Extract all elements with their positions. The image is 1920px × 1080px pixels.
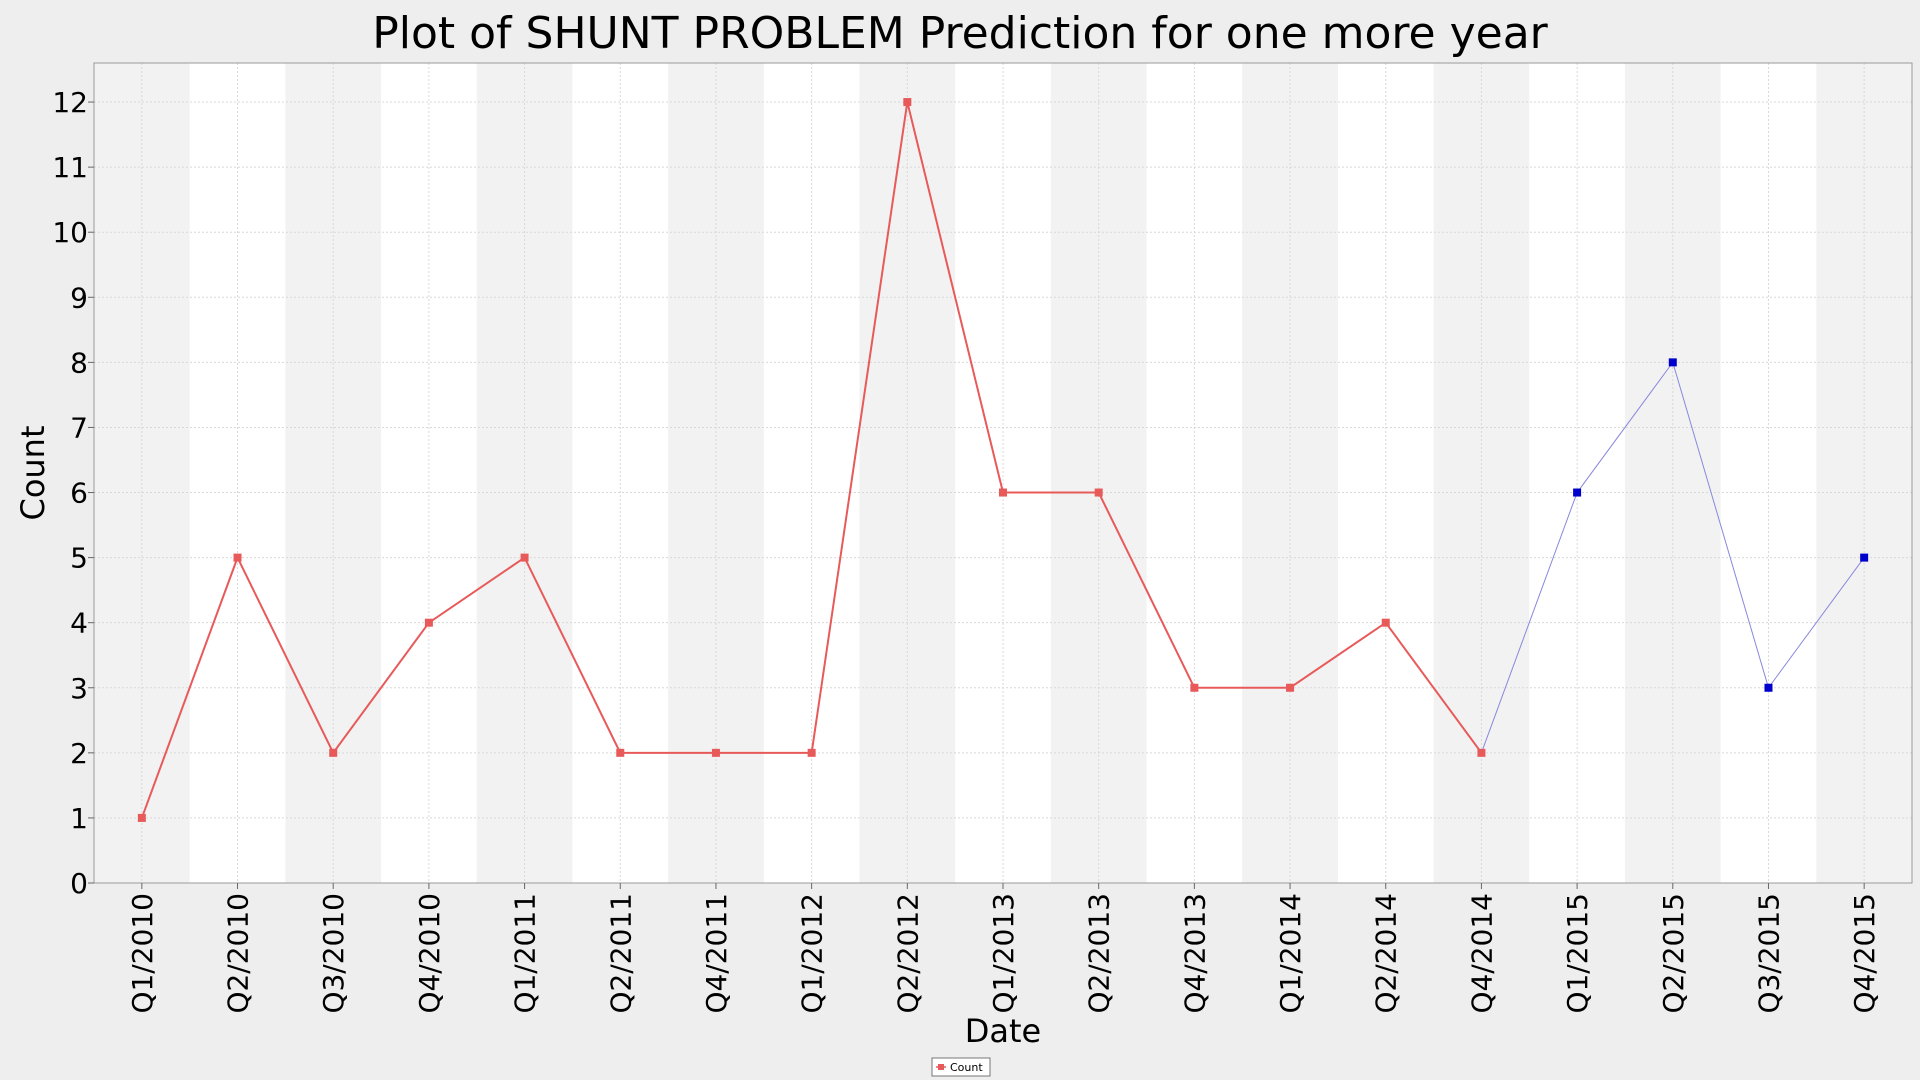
data-point (520, 553, 529, 562)
y-tick-label: 5 (70, 542, 88, 575)
data-point (233, 553, 242, 562)
x-tick-label: Q1/2011 (509, 893, 542, 1014)
x-tick-label: Q1/2010 (126, 893, 159, 1014)
data-point (1668, 358, 1677, 367)
x-tick-label: Q1/2014 (1274, 893, 1307, 1014)
x-tick-label: Q4/2013 (1178, 893, 1211, 1014)
data-point (1477, 748, 1486, 757)
x-axis: Q1/2010 Q2/2010 Q3/2010 Q4/2010 Q1/2011 Q2/20… (126, 883, 1881, 1014)
y-tick-label: 6 (70, 477, 88, 510)
y-tick-label: 10 (52, 216, 88, 249)
y-tick-label: 12 (52, 86, 88, 119)
y-tick-label: 2 (70, 737, 88, 770)
y-tick-label: 9 (70, 281, 88, 314)
x-tick-label: Q4/2010 (413, 893, 446, 1014)
y-tick-label: 7 (70, 411, 88, 444)
data-point (137, 813, 146, 822)
data-point (999, 488, 1007, 497)
y-tick-label: 1 (70, 802, 88, 835)
data-point (1573, 488, 1582, 497)
y-axis-label: Count (14, 425, 52, 520)
x-tick-label: Q4/2015 (1848, 893, 1881, 1014)
x-tick-label: Q1/2015 (1561, 893, 1594, 1014)
x-axis-label: Date (965, 1012, 1041, 1050)
data-point (424, 618, 433, 627)
chart-title: Plot of SHUNT PROBLEM Prediction for one… (372, 8, 1548, 59)
x-tick-label: Q2/2013 (1083, 893, 1116, 1014)
x-tick-label: Q1/2012 (796, 893, 829, 1014)
data-point (1381, 618, 1390, 627)
y-tick-label: 3 (70, 672, 88, 705)
x-tick-label: Q2/2012 (891, 893, 924, 1014)
x-tick-label: Q2/2011 (604, 893, 637, 1014)
legend-swatch-marker (938, 1064, 944, 1070)
data-point (903, 98, 912, 107)
y-tick-label: 0 (70, 867, 88, 900)
data-point (1190, 683, 1199, 692)
x-tick-label: Q3/2015 (1752, 893, 1785, 1014)
data-point (1764, 683, 1773, 692)
data-point (1094, 488, 1103, 497)
grid-lines (94, 63, 1912, 884)
data-point (1860, 553, 1869, 562)
data-point (616, 748, 625, 757)
legend: Count (931, 1057, 991, 1077)
x-tick-label: Q2/2010 (222, 893, 255, 1014)
x-tick-label: Q1/2013 (987, 893, 1020, 1014)
x-tick-label: Q4/2014 (1465, 893, 1498, 1014)
data-point (1286, 683, 1295, 692)
data-point (807, 748, 816, 757)
x-tick-label: Q3/2010 (317, 893, 350, 1014)
x-tick-label: Q2/2015 (1657, 893, 1690, 1014)
series-markers (137, 98, 1869, 822)
x-tick-label: Q2/2014 (1370, 893, 1403, 1014)
x-tick-label: Q4/2011 (700, 893, 733, 1014)
y-tick-label: 11 (52, 151, 88, 184)
legend-label: Count (950, 1061, 983, 1074)
data-point (329, 748, 338, 757)
legend-box (931, 1057, 991, 1077)
data-point (711, 748, 720, 757)
y-tick-label: 4 (70, 607, 88, 640)
y-tick-label: 8 (70, 346, 88, 379)
